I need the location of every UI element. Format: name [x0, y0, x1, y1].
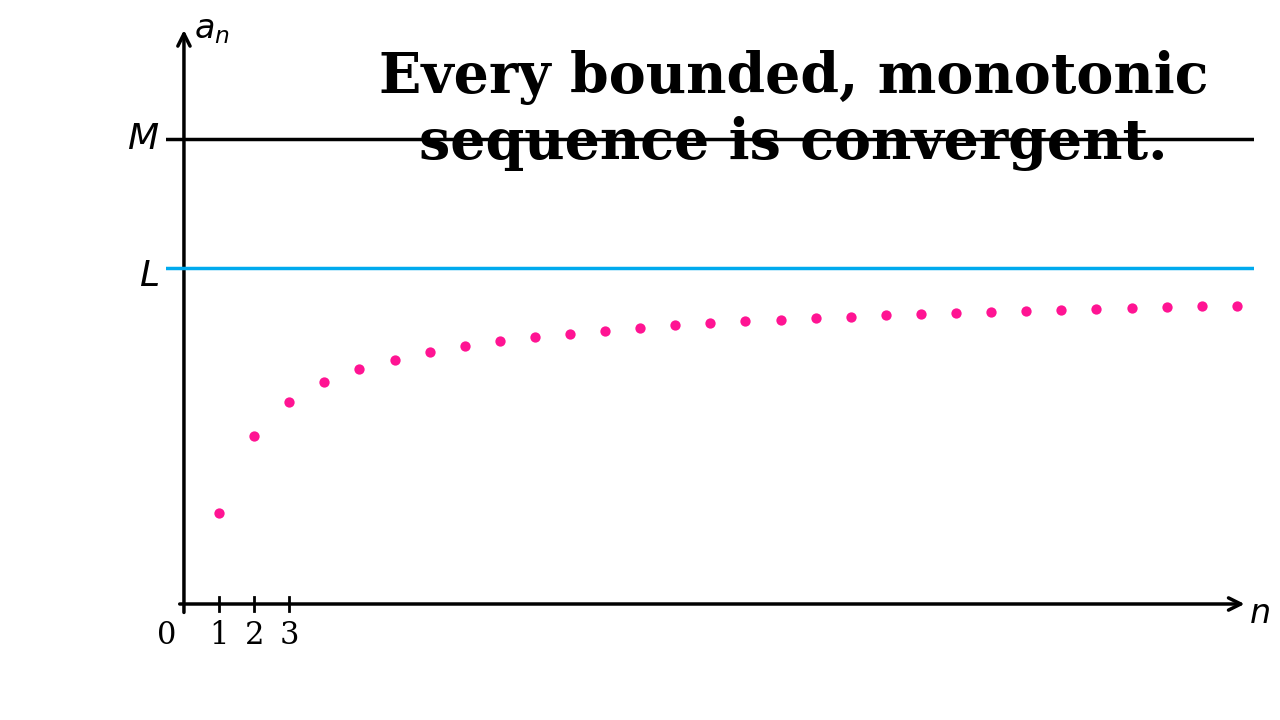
Point	[1156, 302, 1176, 313]
Point	[911, 308, 932, 320]
Point	[314, 377, 334, 388]
Text: 3: 3	[279, 620, 300, 651]
Text: $M$: $M$	[127, 122, 160, 156]
Point	[1087, 303, 1107, 315]
Point	[420, 346, 440, 358]
Point	[805, 312, 826, 324]
Point	[525, 331, 545, 343]
Point	[559, 328, 580, 339]
Point	[1121, 302, 1142, 314]
Text: 0: 0	[156, 620, 177, 651]
Point	[209, 508, 229, 519]
Point	[980, 306, 1001, 318]
Point	[384, 354, 404, 365]
Point	[1192, 301, 1212, 312]
Point	[771, 314, 791, 325]
Point	[700, 318, 721, 329]
Point	[1051, 304, 1071, 315]
Point	[595, 325, 616, 336]
Text: $L$: $L$	[140, 259, 160, 294]
Text: $n$: $n$	[1249, 598, 1270, 630]
Point	[454, 341, 475, 352]
Text: $a_n$: $a_n$	[195, 14, 230, 46]
Point	[630, 322, 650, 333]
Point	[349, 364, 370, 375]
Point	[244, 430, 265, 441]
Point	[279, 396, 300, 408]
Point	[1226, 300, 1247, 312]
Point	[666, 320, 686, 331]
Text: Every bounded, monotonic
sequence is convergent.: Every bounded, monotonic sequence is con…	[379, 50, 1208, 171]
Point	[946, 307, 966, 318]
Point	[489, 336, 509, 347]
Text: 1: 1	[210, 620, 229, 651]
Text: 2: 2	[244, 620, 264, 651]
Point	[735, 315, 755, 327]
Point	[876, 310, 896, 321]
Point	[841, 311, 861, 323]
Point	[1016, 305, 1037, 317]
